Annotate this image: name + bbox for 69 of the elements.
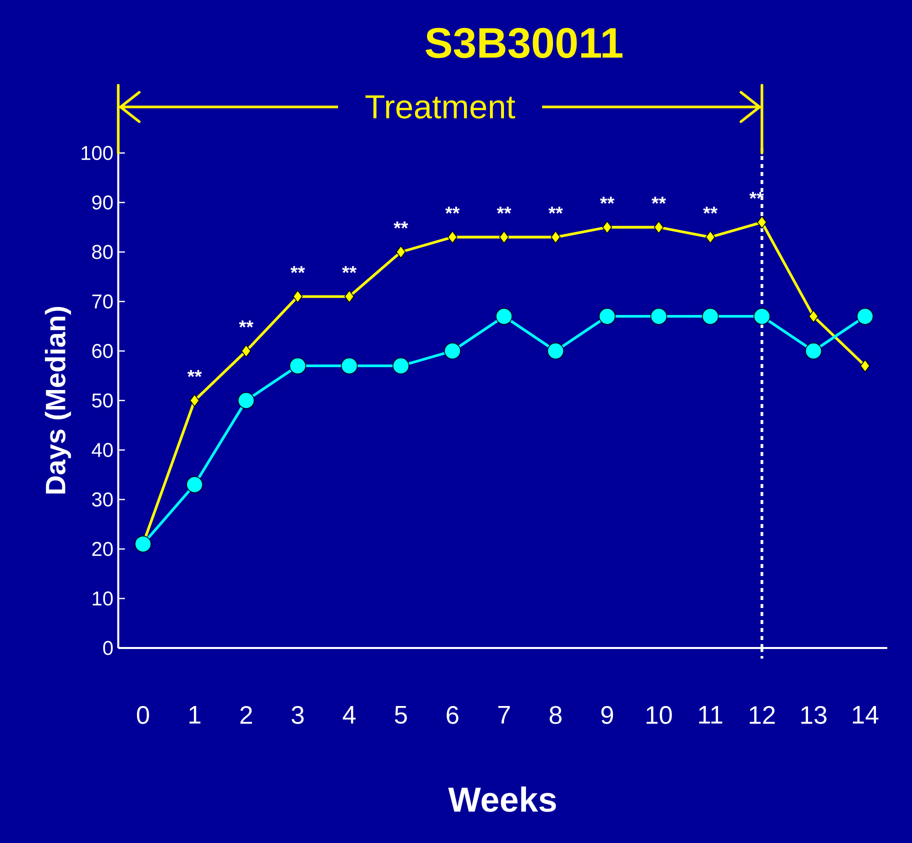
annotation: ** [342, 266, 357, 274]
x-tick-label: 14 [852, 706, 878, 724]
point [499, 230, 509, 244]
annotation: ** [703, 206, 718, 214]
point [292, 290, 303, 303]
point [238, 392, 255, 409]
x-tick-label: 9 [601, 706, 614, 724]
annotation: ** [445, 206, 460, 214]
y-axis-title: Days (Median) [44, 307, 72, 494]
y-tick-label: 30 [92, 492, 113, 507]
text: Treatment [366, 95, 516, 119]
point [856, 308, 874, 325]
point [496, 308, 512, 325]
y-tick-label: 10 [92, 591, 113, 606]
y-tick-label: 60 [92, 344, 113, 358]
annotation: ** [600, 196, 614, 204]
point [650, 308, 668, 325]
annotation: ** [290, 266, 305, 274]
point [550, 230, 561, 244]
point [344, 290, 354, 303]
x-tick-label: 0 [136, 706, 150, 724]
x-tick-label: 7 [498, 706, 510, 724]
x-tick-label: 13 [801, 706, 826, 724]
x-tick-label: 3 [292, 706, 304, 724]
chart-title: S3B30011 [426, 28, 622, 58]
point [808, 310, 818, 323]
point [654, 220, 664, 234]
point [289, 357, 306, 374]
x-tick-label: 12 [750, 706, 775, 724]
y-tick-label: 70 [92, 294, 113, 309]
x-tick-label: 4 [342, 706, 356, 724]
x-axis-title: Weeks [448, 786, 556, 812]
x-tick-label: 1 [189, 706, 200, 724]
y-tick-label: 80 [92, 244, 113, 260]
annotation: ** [652, 196, 666, 204]
point [448, 230, 458, 244]
point [241, 344, 252, 358]
y-tick-label: 100 [82, 146, 113, 160]
point [444, 342, 461, 360]
y-tick-label: 0 [103, 640, 113, 656]
point [396, 246, 406, 258]
annotation: ** [187, 370, 202, 377]
x-tick-label: 8 [550, 706, 562, 724]
annotation: ** [394, 222, 408, 228]
point [392, 357, 410, 374]
point [134, 536, 152, 552]
x-tick-label: 5 [394, 706, 407, 724]
y-tick-label: 50 [92, 393, 113, 408]
point [190, 394, 200, 407]
point [598, 308, 616, 325]
annotation: ** [238, 320, 254, 328]
point [340, 357, 358, 374]
point [702, 308, 719, 325]
point [754, 308, 770, 325]
point [805, 342, 822, 360]
y-tick-label: 90 [92, 195, 113, 210]
annotation: ** [548, 206, 563, 214]
point [602, 220, 612, 234]
point [547, 342, 564, 360]
x-tick-label: 6 [446, 706, 458, 724]
x-tick-label: 10 [646, 706, 672, 724]
x-tick-label: 11 [699, 706, 722, 724]
y-tick-label: 20 [92, 542, 113, 556]
annotation: ** [496, 206, 512, 214]
x-tick-label: 2 [240, 706, 252, 724]
point [860, 359, 870, 372]
y-tick-label: 40 [92, 442, 113, 458]
point [186, 476, 203, 494]
point [705, 230, 716, 244]
